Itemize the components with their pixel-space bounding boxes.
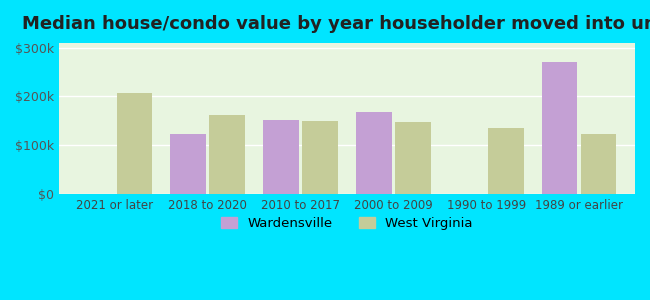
Bar [263, 120, 299, 194]
Bar [395, 122, 430, 194]
Bar [356, 112, 391, 194]
Bar [170, 134, 206, 194]
Title: Median house/condo value by year householder moved into unit: Median house/condo value by year househo… [22, 15, 650, 33]
Bar [488, 128, 523, 194]
Legend: Wardensville, West Virginia: Wardensville, West Virginia [216, 212, 478, 235]
Bar [542, 62, 577, 194]
Bar [116, 93, 152, 194]
Bar [302, 121, 338, 194]
Bar [209, 115, 245, 194]
Bar [581, 134, 616, 194]
